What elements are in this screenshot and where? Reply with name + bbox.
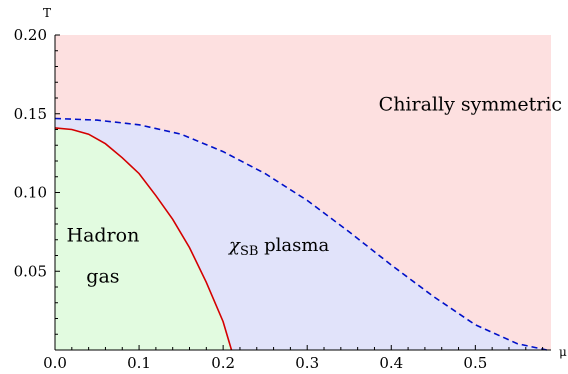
label-chisb-plasma: χSB plasma: [227, 235, 329, 259]
y-axis-title: T: [43, 6, 51, 20]
chiral-transition-curve: [54, 117, 547, 351]
plot-regions: [55, 35, 551, 351]
x-tick-label: 0.1: [127, 354, 151, 372]
region-hadron-gas: [55, 127, 232, 351]
hadron-boundary-curve: [54, 127, 233, 351]
label-chisb-rest: plasma: [258, 235, 329, 256]
x-ticks: 0.0 0.1 0.2 0.3 0.4 0.5: [43, 345, 544, 372]
x-tick-label: 0.0: [43, 354, 67, 372]
label-chisb-subscript: SB: [240, 244, 258, 259]
label-gas: gas: [86, 265, 119, 287]
plot-curves: [54, 117, 547, 351]
x-tick-label: 0.4: [379, 354, 403, 372]
label-chisb-chi: χ: [227, 235, 241, 256]
label-chirally-symmetric-plasma: Chirally symmetric plasma: [379, 94, 568, 116]
y-tick-label: 0.05: [14, 262, 47, 280]
y-ticks: 0.05 0.10 0.15 0.20: [14, 26, 60, 335]
x-tick-label: 0.2: [211, 354, 235, 372]
axes: 0.0 0.1 0.2 0.3 0.4 0.5 0.05 0.10 0.15 0.20 T μ: [14, 6, 567, 372]
label-hadron: Hadron: [67, 224, 140, 246]
x-tick-label: 0.3: [295, 354, 319, 372]
y-tick-label: 0.10: [14, 184, 47, 202]
y-tick-label: 0.15: [14, 105, 47, 123]
x-axis-title: μ: [559, 345, 567, 359]
x-tick-label: 0.5: [463, 354, 487, 372]
y-tick-label: 0.20: [14, 26, 47, 44]
region-labels: Chirally symmetric plasma Hadron gas χSB…: [67, 94, 568, 288]
